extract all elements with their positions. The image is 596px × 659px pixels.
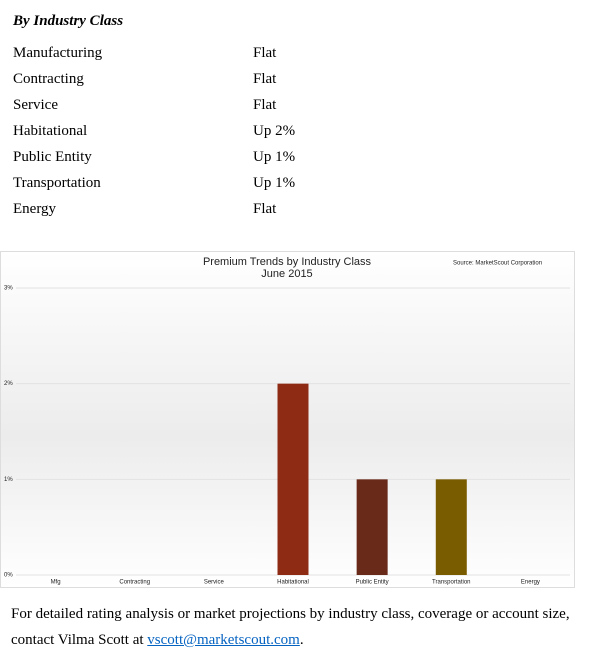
- x-tick-label: Contracting: [119, 580, 150, 586]
- chart-title: Premium Trends by Industry Class: [203, 256, 372, 268]
- x-tick-label: Mfg: [51, 580, 61, 586]
- y-tick-label: 2%: [4, 381, 13, 387]
- trend: Up 1%: [253, 175, 296, 191]
- trend: Flat: [253, 45, 277, 61]
- y-tick-label: 0%: [4, 573, 13, 579]
- trend: Flat: [253, 97, 277, 113]
- email-link[interactable]: vscott@marketscout.com: [147, 632, 300, 648]
- industry: Energy: [13, 201, 57, 217]
- x-tick-label: Energy: [521, 580, 540, 586]
- y-tick-label: 3%: [4, 286, 13, 292]
- chart-source: Source: MarketScout Corporation: [453, 261, 542, 267]
- trend: Up 2%: [253, 123, 296, 139]
- footer-text: contact Vilma Scott at: [11, 632, 148, 648]
- bar: [277, 383, 309, 575]
- industry: Transportation: [13, 175, 101, 191]
- industry: Contracting: [13, 71, 84, 87]
- industry: Service: [13, 97, 58, 113]
- footer-line: For detailed rating analysis or market p…: [11, 606, 570, 622]
- footer-line: contact Vilma Scott at vscott@marketscou…: [11, 632, 304, 649]
- bar: [356, 479, 388, 575]
- chart: Premium Trends by Industry Class June 20…: [0, 251, 575, 588]
- industry: Public Entity: [13, 149, 92, 165]
- trend: Flat: [253, 71, 277, 87]
- trend: Flat: [253, 201, 277, 217]
- industry: Manufacturing: [13, 45, 103, 61]
- footer-text: .: [299, 632, 304, 648]
- x-tick-label: Habitational: [277, 580, 309, 586]
- x-tick-label: Public Entity: [356, 580, 389, 586]
- trend: Up 1%: [253, 149, 296, 165]
- chart-subtitle: June 2015: [261, 268, 312, 280]
- x-tick-label: Service: [204, 580, 225, 586]
- y-tick-label: 1%: [4, 477, 13, 483]
- heading: By Industry Class: [13, 13, 124, 29]
- x-tick-label: Transportation: [432, 580, 470, 586]
- bar: [435, 479, 467, 575]
- industry: Habitational: [13, 123, 88, 139]
